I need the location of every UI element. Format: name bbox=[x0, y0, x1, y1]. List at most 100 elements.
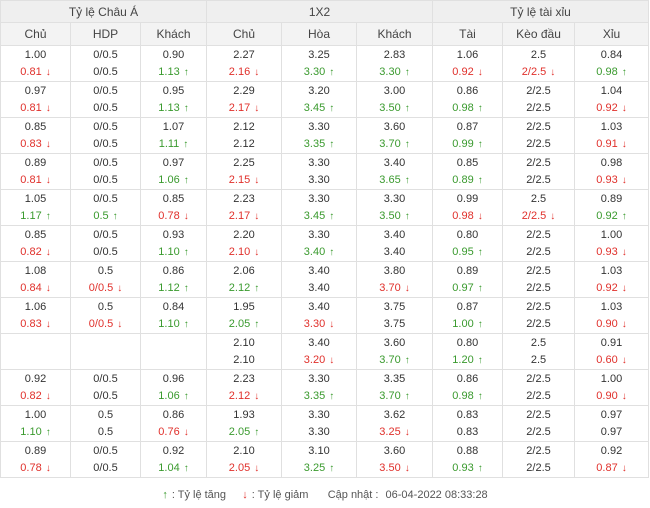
current-odds-value: 0.87 bbox=[596, 461, 618, 474]
current-odds-value: 0.97 bbox=[452, 281, 474, 294]
current-odds-value: 3.35 bbox=[303, 137, 326, 150]
up-arrow-icon: ↑ bbox=[404, 138, 410, 150]
current-odds-value: 3.45 bbox=[303, 209, 326, 222]
opening-odds: 0.86 bbox=[162, 408, 185, 421]
current-odds-value: 0.82 bbox=[20, 245, 42, 258]
odds-cell: 3.60 3.70 ↑ bbox=[356, 117, 434, 154]
col-hdp: HDP bbox=[70, 22, 141, 46]
current-odds: 3.30 ↓ bbox=[282, 316, 356, 333]
current-odds-value: 3.30 bbox=[303, 65, 326, 78]
opening-odds: 1.03 bbox=[600, 120, 623, 133]
current-odds bbox=[141, 352, 206, 369]
current-odds-value: 2.17 bbox=[228, 209, 251, 222]
odds-cell: 0.80 1.20 ↑ bbox=[432, 333, 504, 370]
odds-cell: 0.86 0.98 ↑ bbox=[432, 369, 504, 406]
odds-cell: 0/0.5 0/0.5 bbox=[70, 117, 141, 154]
odds-cell: 0.96 1.06 ↑ bbox=[139, 369, 208, 406]
current-odds: 1.06 ↑ bbox=[141, 388, 206, 405]
current-odds: 0.99 ↑ bbox=[433, 136, 502, 153]
opening-odds: 3.40 bbox=[308, 336, 330, 349]
current-odds: 0.93 ↓ bbox=[575, 244, 648, 261]
current-odds: 2/2.5 bbox=[503, 460, 574, 477]
odds-cell: 1.03 0.90 ↓ bbox=[574, 297, 650, 334]
up-arrow-icon: ↑ bbox=[404, 354, 410, 366]
current-odds: 2/2.5 ↓ bbox=[503, 208, 574, 225]
current-odds: 0.93 ↓ bbox=[575, 172, 648, 189]
current-odds: 0.89 ↑ bbox=[433, 172, 502, 189]
current-odds-value: 0.97 bbox=[600, 425, 623, 438]
up-arrow-icon: ↑ bbox=[183, 390, 189, 402]
odds-cell: 2.5 2.5 bbox=[502, 333, 576, 370]
table-row: 1.00 0.81 ↓ 0/0.5 0/0.5 0.90 1.13 ↑ 2.27 2.16 ↓ 3.2… bbox=[0, 45, 650, 82]
opening-odds: 0/0.5 bbox=[93, 156, 118, 169]
up-arrow-icon: ↑ bbox=[45, 426, 51, 438]
opening-odds: 0/0.5 bbox=[93, 228, 118, 241]
down-arrow-icon: ↓ bbox=[404, 426, 410, 438]
current-odds: 3.35 ↑ bbox=[282, 136, 356, 153]
current-odds: 2.12 ↓ bbox=[207, 388, 281, 405]
opening-odds: 3.40 bbox=[383, 228, 406, 241]
current-odds: 1.11 ↑ bbox=[141, 136, 206, 153]
opening-odds: 2/2.5 bbox=[526, 372, 551, 385]
opening-odds: 0.86 bbox=[162, 264, 185, 277]
odds-cell: 0.92 0.87 ↓ bbox=[574, 441, 650, 478]
current-odds-value: 3.70 bbox=[379, 281, 401, 294]
opening-odds: 2.06 bbox=[233, 264, 255, 277]
down-arrow-icon: ↓ bbox=[621, 318, 627, 330]
current-odds-value: 0.92 bbox=[452, 65, 474, 78]
opening-odds: 1.00 bbox=[24, 48, 47, 61]
odds-cell: 1.03 0.91 ↓ bbox=[574, 117, 650, 154]
current-odds-value: 3.70 bbox=[379, 137, 401, 150]
current-odds: 3.45 ↑ bbox=[282, 208, 356, 225]
current-odds-value: 0.91 bbox=[596, 137, 618, 150]
current-odds: 3.30 bbox=[282, 424, 356, 441]
down-arrow-icon: ↓ bbox=[621, 390, 627, 402]
odds-cell: 3.25 3.30 ↑ bbox=[281, 45, 358, 82]
current-odds-value: 2/2.5 bbox=[526, 173, 551, 186]
odds-cell: 0.88 0.93 ↑ bbox=[432, 441, 504, 478]
opening-odds: 1.07 bbox=[162, 120, 185, 133]
current-odds: 0.5 ↑ bbox=[71, 208, 140, 225]
down-arrow-icon: ↓ bbox=[45, 318, 51, 330]
odds-table: Tỷ lệ Châu Á 1X2 Tỷ lệ tài xỉu Chủ HDP K… bbox=[0, 0, 650, 478]
current-odds-value: 0.76 bbox=[158, 425, 180, 438]
current-odds: 0.83 bbox=[433, 424, 502, 441]
current-odds-value: 0/0.5 bbox=[93, 137, 118, 150]
current-odds: 0.82 ↓ bbox=[1, 244, 70, 261]
current-odds-value: 0/0.5 bbox=[88, 281, 114, 294]
down-arrow-icon: ↓ bbox=[329, 354, 335, 366]
current-odds-value: 0.90 bbox=[596, 389, 618, 402]
odds-cell: 0.89 0.81 ↓ bbox=[0, 153, 71, 190]
current-odds: 0.82 ↓ bbox=[1, 388, 70, 405]
opening-odds: 3.30 bbox=[308, 228, 330, 241]
current-odds-value: 3.40 bbox=[308, 281, 330, 294]
table-row: 1.05 1.17 ↑ 0/0.5 0.5 ↑ 0.85 0.78 ↓ 2.23 2.17 ↓ 3.30… bbox=[0, 189, 650, 226]
opening-odds: 0.84 bbox=[162, 300, 185, 313]
opening-odds: 2.10 bbox=[233, 444, 255, 457]
current-odds-value: 2.5 bbox=[530, 353, 547, 366]
odds-cell: 3.40 3.40 bbox=[281, 261, 358, 298]
current-odds: 0/0.5 bbox=[71, 100, 140, 117]
opening-odds: 1.06 bbox=[456, 48, 479, 61]
current-odds: 0/0.5 bbox=[71, 64, 140, 81]
up-arrow-icon: ↑ bbox=[404, 102, 410, 114]
odds-cell: 0.98 0.93 ↓ bbox=[574, 153, 650, 190]
current-odds-value: 2.10 bbox=[233, 353, 255, 366]
current-odds: 2.10 bbox=[207, 352, 281, 369]
current-odds-value: 1.00 bbox=[452, 317, 474, 330]
up-arrow-icon: ↑ bbox=[477, 138, 483, 150]
opening-odds: 2.25 bbox=[233, 156, 255, 169]
odds-body: 1.00 0.81 ↓ 0/0.5 0/0.5 0.90 1.13 ↑ 2.27 2.16 ↓ 3.2… bbox=[0, 45, 650, 478]
odds-cell: 3.30 3.45 ↑ bbox=[281, 189, 358, 226]
current-odds-value: 0.78 bbox=[158, 209, 180, 222]
opening-odds: 1.95 bbox=[233, 300, 255, 313]
down-arrow-icon: ↓ bbox=[45, 138, 51, 150]
up-arrow-icon: ↑ bbox=[477, 174, 483, 186]
opening-odds: 3.30 bbox=[308, 120, 330, 133]
current-odds: 0.93 ↑ bbox=[433, 460, 502, 477]
current-odds-value: 0.93 bbox=[596, 245, 618, 258]
odds-cell: 0.86 0.76 ↓ bbox=[139, 405, 208, 442]
current-odds: 1.00 ↑ bbox=[433, 316, 502, 333]
odds-cell: 1.05 1.17 ↑ bbox=[0, 189, 71, 226]
odds-cell: 0.95 1.13 ↑ bbox=[139, 81, 208, 118]
